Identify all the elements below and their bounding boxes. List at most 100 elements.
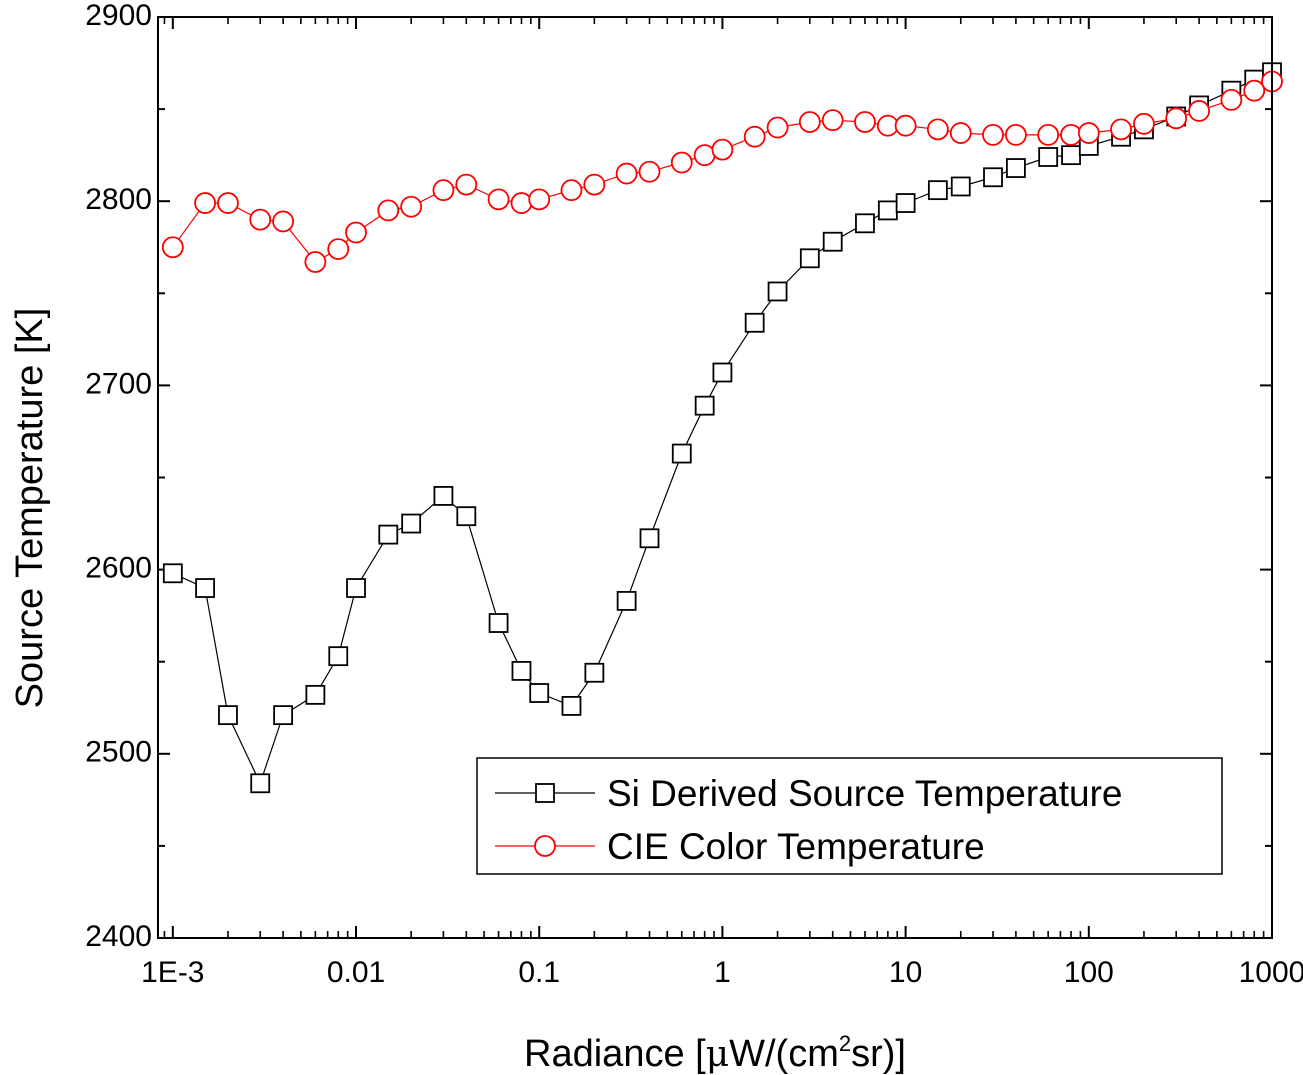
data-point-circle <box>560 179 583 202</box>
series-line <box>172 71 1273 785</box>
data-point-square <box>855 213 875 234</box>
data-point-circle <box>1243 79 1266 102</box>
data-point-square <box>529 683 550 703</box>
data-point-circle <box>1060 123 1082 146</box>
data-point-square <box>1061 145 1081 166</box>
data-point-square <box>671 443 692 464</box>
data-point-square <box>401 513 422 534</box>
data-point-square <box>328 646 349 667</box>
data-point-square <box>1006 158 1026 178</box>
data-point-square <box>584 662 605 683</box>
data-point-square <box>218 705 238 726</box>
data-point-square <box>195 578 215 598</box>
data-point-square <box>250 773 271 794</box>
y-tick-label: 2400 <box>85 920 152 953</box>
data-point-circle <box>1077 122 1100 144</box>
data-point-circle <box>249 208 272 231</box>
series-cie-color <box>161 70 1283 273</box>
data-point-circle <box>345 221 367 244</box>
data-point-circle <box>854 111 876 133</box>
data-point-square <box>983 167 1003 188</box>
legend-box <box>476 757 1223 875</box>
series-layer <box>161 62 1283 794</box>
data-point-circle <box>1005 123 1027 146</box>
data-point-circle <box>982 123 1004 146</box>
data-point-circle <box>272 210 295 233</box>
data-point-circle <box>798 111 821 133</box>
x-axis-label-sup: 2 <box>839 1031 851 1056</box>
data-point-square <box>456 506 477 527</box>
data-point-circle <box>894 114 917 137</box>
data-point-circle <box>432 179 455 202</box>
data-point-circle <box>528 188 551 211</box>
series-line <box>172 80 1273 263</box>
data-point-square <box>744 312 765 333</box>
data-point-square <box>767 281 788 302</box>
data-point-square <box>1038 147 1059 167</box>
x-tick-label: 0.1 <box>518 956 560 989</box>
x-tick-label: 0.01 <box>327 956 385 989</box>
data-point-circle <box>304 251 327 273</box>
data-point-circle <box>487 188 510 211</box>
data-point-square <box>950 176 971 197</box>
data-point-circle <box>615 162 638 185</box>
data-point-circle <box>194 192 216 214</box>
data-point-square <box>799 248 820 269</box>
x-tick-label: 100 <box>1064 956 1114 989</box>
y-tick-label: 2600 <box>85 552 152 585</box>
x-tick-labels: 1E-3 0.01 0.1 1 10 100 1000 <box>141 956 1303 989</box>
plot-frame <box>157 16 1273 939</box>
data-point-circle <box>670 151 693 174</box>
x-axis-label: Radiance [μW/(cm2sr)] <box>524 1031 906 1075</box>
data-point-circle <box>455 173 478 196</box>
data-point-circle <box>1188 100 1210 122</box>
data-point-square <box>511 661 532 681</box>
data-point-square <box>273 705 294 726</box>
y-tick-labels: 2400 2500 2600 2700 2800 2900 <box>85 0 152 953</box>
y-tick-label: 2900 <box>85 0 152 32</box>
data-point-circle <box>510 192 533 214</box>
data-point-circle <box>400 195 423 218</box>
data-point-circle <box>711 138 734 161</box>
x-axis-label-unit: W/(cm <box>729 1033 839 1075</box>
data-point-circle <box>638 160 661 183</box>
data-point-circle <box>949 122 972 144</box>
data-point-square <box>694 395 715 416</box>
data-point-square <box>895 193 916 213</box>
legend-marker-si <box>535 783 555 803</box>
data-point-circle <box>583 173 606 196</box>
legend-marker-cie <box>534 835 556 857</box>
x-axis-label-mu: μ <box>706 1034 729 1075</box>
series-si-derived <box>162 62 1282 794</box>
data-point-square <box>561 696 582 716</box>
data-point-circle <box>926 118 949 141</box>
data-point-square <box>378 524 399 545</box>
data-point-circle <box>743 125 766 148</box>
data-point-square <box>712 362 733 383</box>
data-point-square <box>616 591 637 611</box>
data-point-square <box>877 200 898 221</box>
data-point-circle <box>327 238 350 260</box>
data-point-circle <box>821 109 844 132</box>
data-point-circle <box>1165 107 1188 130</box>
data-point-circle <box>766 116 789 139</box>
legend-label-cie: CIE Color Temperature <box>607 826 985 867</box>
x-axis-label-suffix: sr)] <box>851 1033 906 1075</box>
x-tick-label: 1E-3 <box>141 956 204 989</box>
legend-label-si: Si Derived Source Temperature <box>607 773 1123 814</box>
data-point-square <box>162 563 183 584</box>
data-point-square <box>346 578 366 598</box>
data-point-square <box>822 231 843 252</box>
y-tick-label: 2500 <box>85 736 152 769</box>
data-point-circle <box>161 236 184 259</box>
data-point-square <box>488 613 509 633</box>
y-tick-label: 2800 <box>85 183 152 216</box>
data-point-circle <box>377 199 400 222</box>
data-point-square <box>927 180 948 201</box>
x-tick-label: 1 <box>714 956 731 989</box>
legend: Si Derived Source Temperature CIE Color … <box>476 757 1223 875</box>
data-point-circle <box>1133 112 1155 135</box>
data-point-circle <box>217 192 239 214</box>
y-axis-label: Source Temperature [K] <box>9 308 51 709</box>
